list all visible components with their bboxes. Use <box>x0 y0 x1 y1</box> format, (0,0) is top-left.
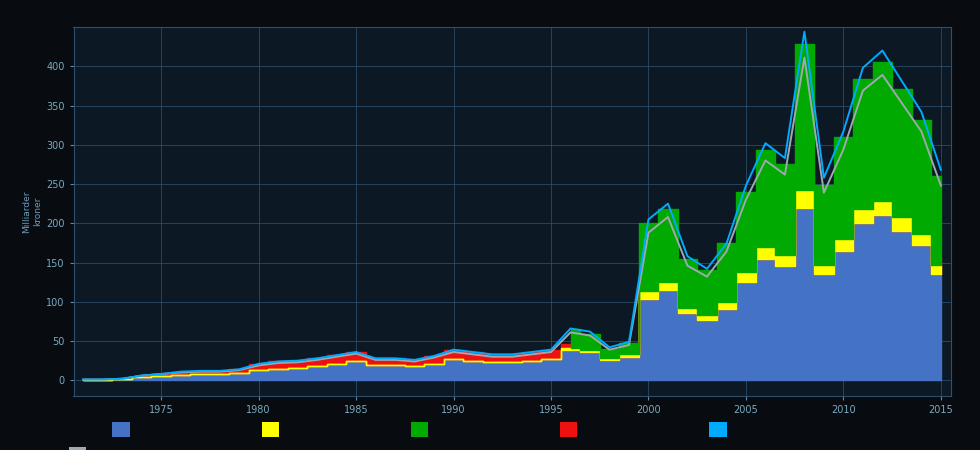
Y-axis label: Milliarder
kroner: Milliarder kroner <box>23 190 42 233</box>
